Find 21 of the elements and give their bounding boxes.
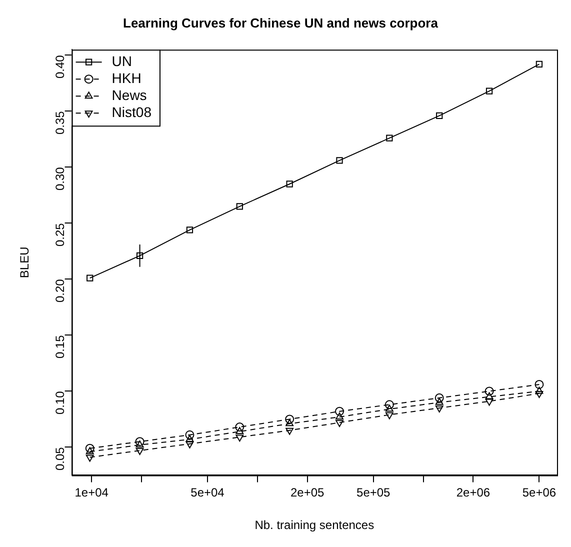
chart-title: Learning Curves for Chinese UN and news corpora — [123, 15, 439, 30]
y-tick-label: 0.40 — [53, 54, 68, 79]
x-axis-title: Nb. training sentences — [254, 518, 374, 532]
y-tick-label: 0.15 — [53, 334, 68, 359]
x-tick-label: 5e+06 — [522, 486, 556, 500]
legend-label: UN — [112, 52, 132, 69]
legend-label: Nist08 — [112, 104, 152, 120]
x-tick-label: 2e+06 — [456, 486, 490, 500]
legend-label: News — [112, 86, 147, 103]
y-tick-label: 0.35 — [53, 110, 68, 135]
y-tick-label: 0.20 — [53, 278, 68, 303]
x-tick-label: 2e+05 — [290, 486, 325, 500]
x-tick-label: 5e+05 — [356, 486, 391, 500]
x-tick-label: 5e+04 — [190, 486, 225, 500]
y-tick-label: 0.10 — [53, 390, 68, 415]
y-tick-label: 0.05 — [53, 446, 68, 471]
legend-label: HKH — [112, 70, 142, 86]
x-tick-label: 1e+04 — [74, 486, 109, 500]
y-tick-label: 0.30 — [53, 166, 68, 191]
y-tick-label: 0.25 — [53, 222, 68, 247]
y-axis-title: BLEU — [18, 246, 32, 278]
